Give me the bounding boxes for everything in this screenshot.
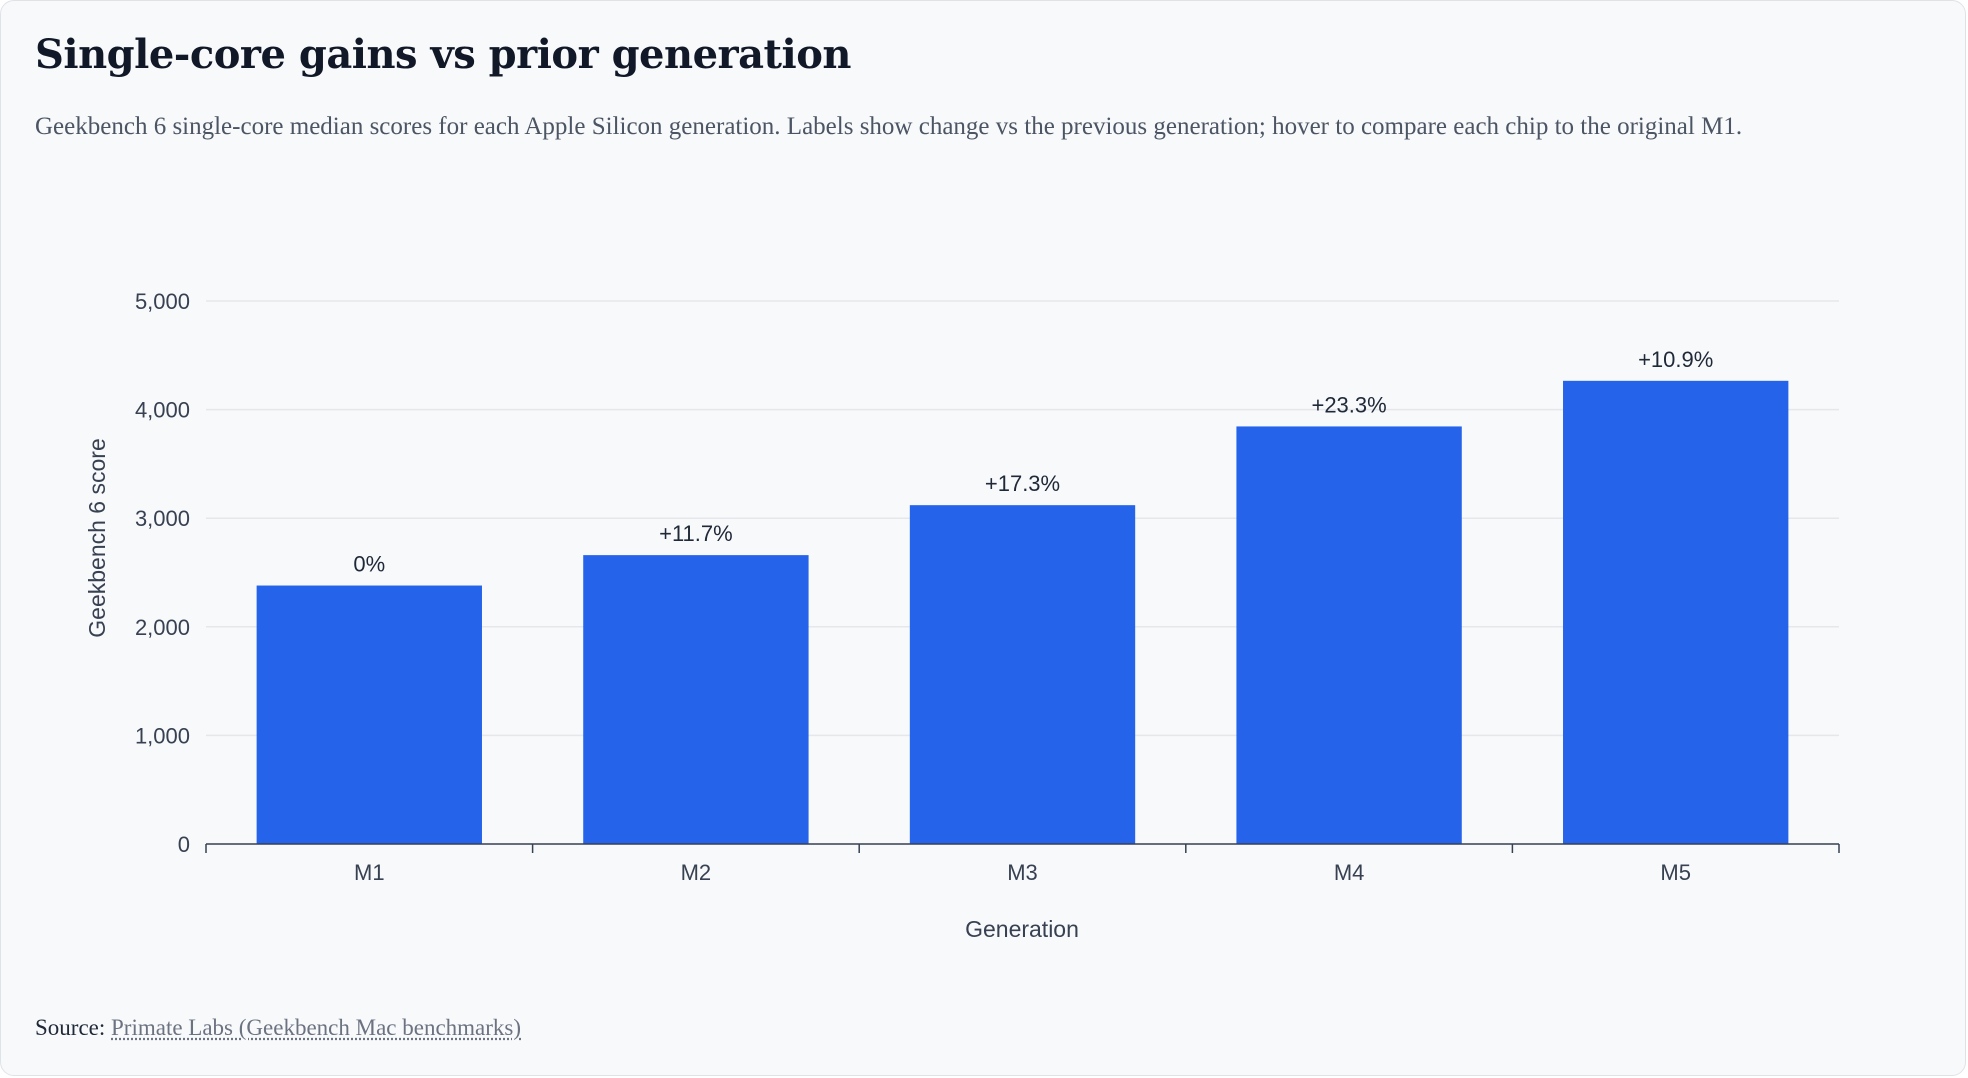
y-tick-label: 2,000	[135, 615, 190, 640]
y-axis-title: Geekbench 6 score	[84, 438, 110, 637]
bar-m4[interactable]	[1236, 426, 1462, 844]
source-line: Source: Primate Labs (Geekbench Mac benc…	[35, 1015, 521, 1041]
y-tick-label: 4,000	[135, 398, 190, 423]
bar-m1[interactable]	[256, 585, 482, 844]
data-label: +11.7%	[659, 521, 733, 546]
chart-subtitle: Geekbench 6 single-core median scores fo…	[35, 113, 1743, 140]
x-tick-label: M1	[354, 860, 385, 885]
bar-chart: 0% +11.7% +17.3% +23.3% +10.9% 0 1,000 2,000 3,…	[84, 289, 1840, 942]
source-label: Source:	[35, 1015, 106, 1040]
bar-m3[interactable]	[909, 505, 1136, 844]
chart-title: Single-core gains vs prior generation	[35, 31, 851, 78]
x-tick-label: M4	[1334, 860, 1365, 885]
y-tick-label: 3,000	[135, 506, 190, 531]
x-axis-title: Generation	[965, 916, 1079, 942]
y-tick-label: 0	[178, 832, 190, 857]
bar-m2[interactable]	[583, 555, 809, 844]
x-tick-label: M3	[1007, 860, 1038, 885]
source-link[interactable]: Primate Labs (Geekbench Mac benchmarks)	[111, 1015, 522, 1040]
x-tick-label: M5	[1660, 860, 1691, 885]
x-tick-label: M2	[681, 860, 712, 885]
data-label: +10.9%	[1638, 347, 1713, 372]
data-label: 0%	[353, 552, 385, 577]
data-label: +17.3%	[985, 471, 1060, 496]
y-tick-label: 1,000	[135, 723, 190, 748]
bars: 0% +11.7% +17.3% +23.3% +10.9%	[256, 347, 1789, 844]
data-label: +23.3%	[1311, 392, 1386, 417]
y-tick-label: 5,000	[135, 289, 190, 314]
axes: 0 1,000 2,000 3,000 4,000 5,000 M1 M2 M3 M4 M5	[135, 289, 1840, 885]
bar-m5[interactable]	[1563, 380, 1789, 844]
